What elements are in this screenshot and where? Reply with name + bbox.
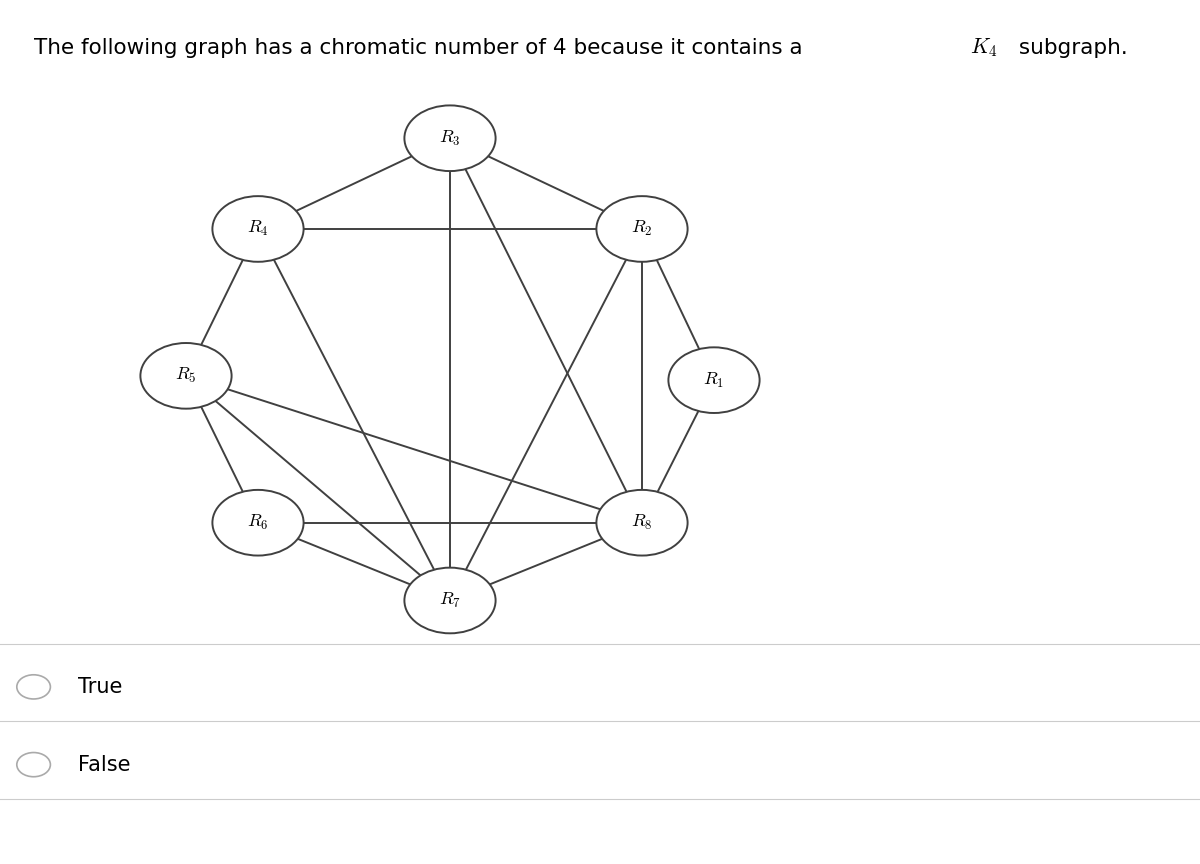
Text: True: True	[78, 677, 122, 697]
Text: $R_{4}$: $R_{4}$	[247, 219, 269, 238]
Circle shape	[404, 568, 496, 633]
Text: $R_{8}$: $R_{8}$	[631, 513, 653, 532]
Circle shape	[596, 490, 688, 556]
Circle shape	[668, 347, 760, 413]
Text: subgraph.: subgraph.	[1012, 37, 1127, 58]
Circle shape	[212, 196, 304, 262]
Circle shape	[404, 105, 496, 171]
Circle shape	[17, 675, 50, 699]
Text: $R_{1}$: $R_{1}$	[703, 371, 725, 390]
Circle shape	[140, 343, 232, 409]
Text: False: False	[78, 754, 131, 775]
Circle shape	[17, 753, 50, 777]
Text: $K_4$: $K_4$	[970, 36, 997, 59]
Text: $R_{2}$: $R_{2}$	[631, 219, 653, 238]
Circle shape	[212, 490, 304, 556]
Text: $R_{7}$: $R_{7}$	[439, 591, 461, 610]
Text: $R_{6}$: $R_{6}$	[247, 513, 269, 532]
Circle shape	[596, 196, 688, 262]
Text: $R_{3}$: $R_{3}$	[439, 129, 461, 148]
Text: The following graph has a chromatic number of 4 because it contains a: The following graph has a chromatic numb…	[34, 37, 809, 58]
Text: $R_{5}$: $R_{5}$	[175, 366, 197, 385]
